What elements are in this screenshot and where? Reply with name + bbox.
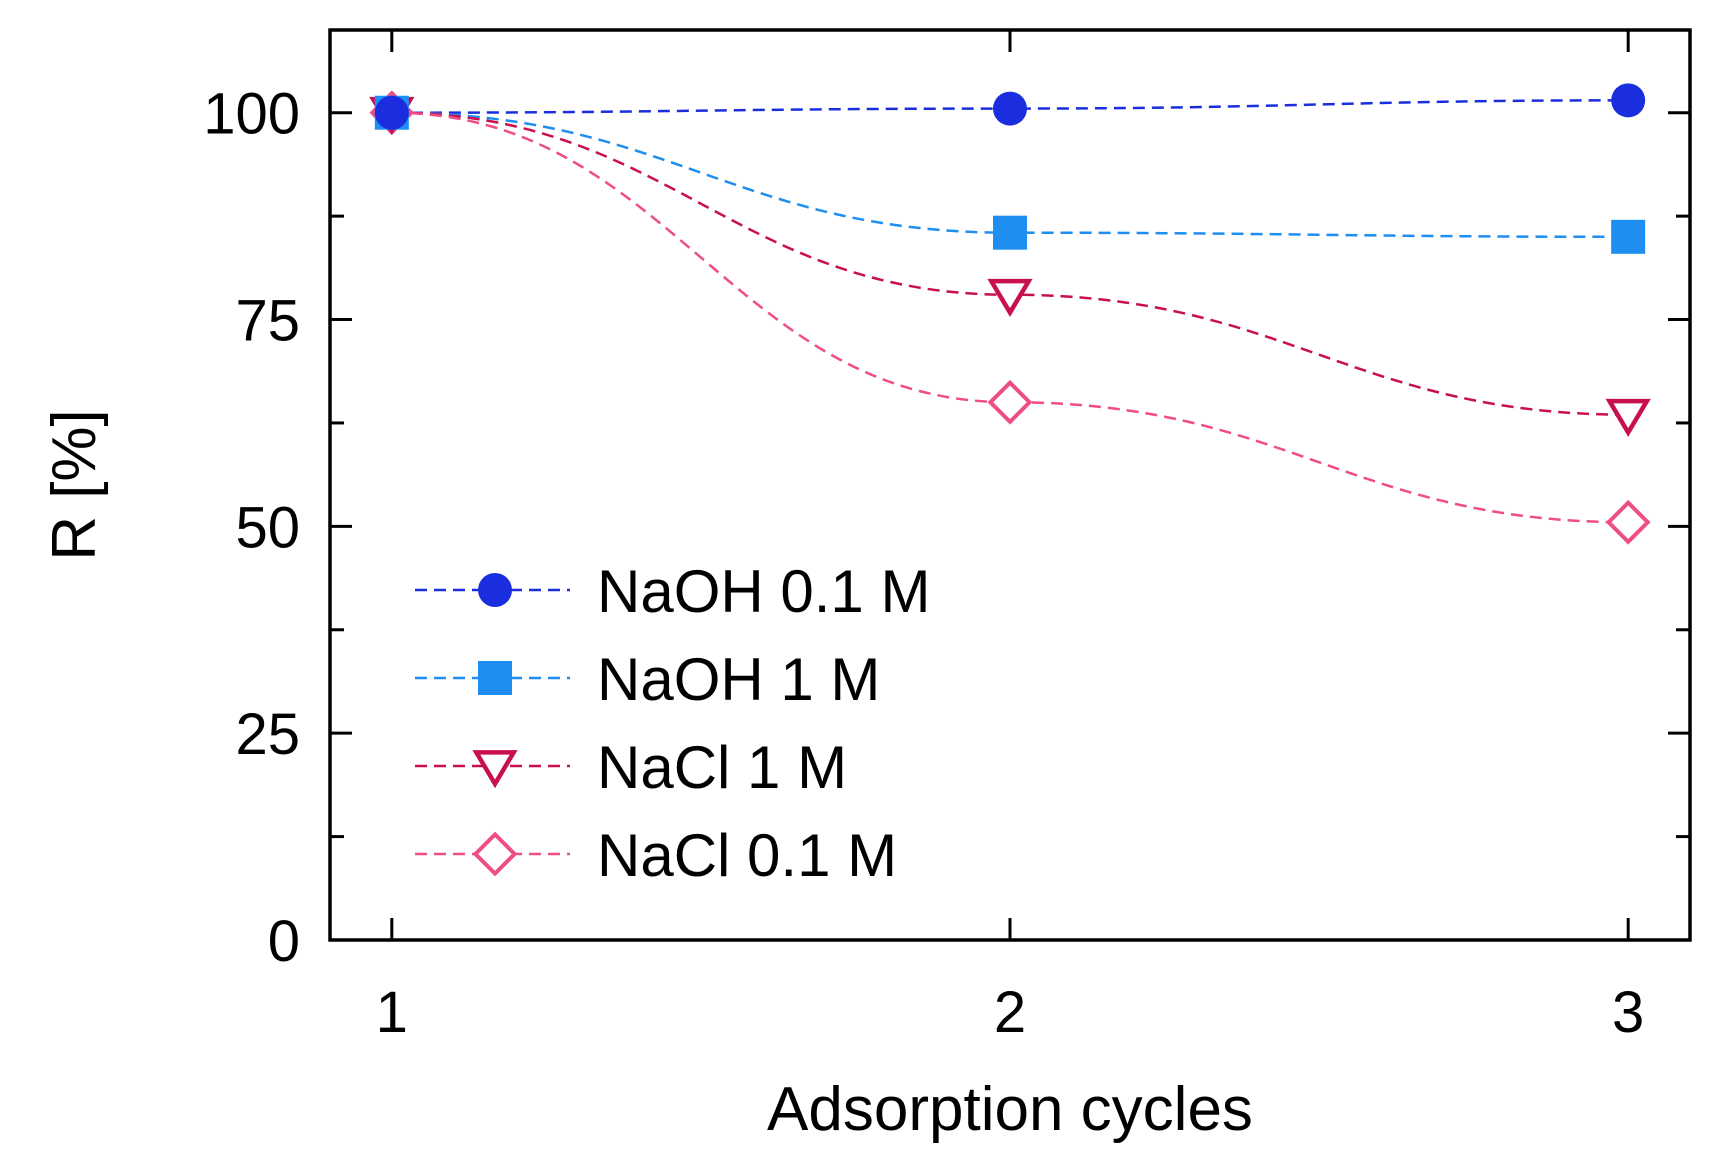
series-point-2 <box>987 278 1033 317</box>
legend-marker <box>472 831 518 877</box>
y-axis-title: R [%] <box>40 409 109 561</box>
series-point-0 <box>993 91 1027 126</box>
legend-marker <box>472 750 518 789</box>
legend-marker <box>478 573 512 607</box>
x-tick-label: 1 <box>376 980 408 1045</box>
legend-label: NaOH 1 M <box>597 646 880 713</box>
plot-frame <box>328 28 1692 942</box>
x-tick-label: 2 <box>994 980 1026 1045</box>
legend-label: NaCl 1 M <box>597 734 847 801</box>
y-tick-label: 50 <box>235 495 300 560</box>
series-point-3 <box>987 379 1033 425</box>
ticks <box>330 30 1690 942</box>
series-point-0 <box>374 95 409 130</box>
series-point-1 <box>993 215 1027 250</box>
series-point-1 <box>1611 219 1646 254</box>
x-tick-label: 3 <box>1612 980 1644 1045</box>
tick-labels: 0 25 50 75 100 1 2 3 <box>203 82 1644 1045</box>
legend-marker <box>478 661 512 695</box>
x-axis-title: Adsorption cycles <box>767 1075 1253 1144</box>
legend-label: NaOH 0.1 M <box>597 558 930 625</box>
series-point-0 <box>1611 83 1646 118</box>
series-line-3 <box>391 111 1629 524</box>
y-tick-label: 100 <box>203 82 300 147</box>
series-markers <box>369 83 1651 545</box>
series-line-2 <box>391 111 1629 416</box>
series-point-2 <box>1605 398 1651 437</box>
series-point-3 <box>1605 499 1651 545</box>
legend-label: NaCl 0.1 M <box>597 822 897 889</box>
y-tick-label: 25 <box>235 702 300 767</box>
y-tick-label: 0 <box>268 909 300 974</box>
legend: NaOH 0.1 M NaOH 1 M NaCl 1 M NaCl 0.1 M <box>415 558 930 889</box>
y-tick-label: 75 <box>235 289 300 354</box>
